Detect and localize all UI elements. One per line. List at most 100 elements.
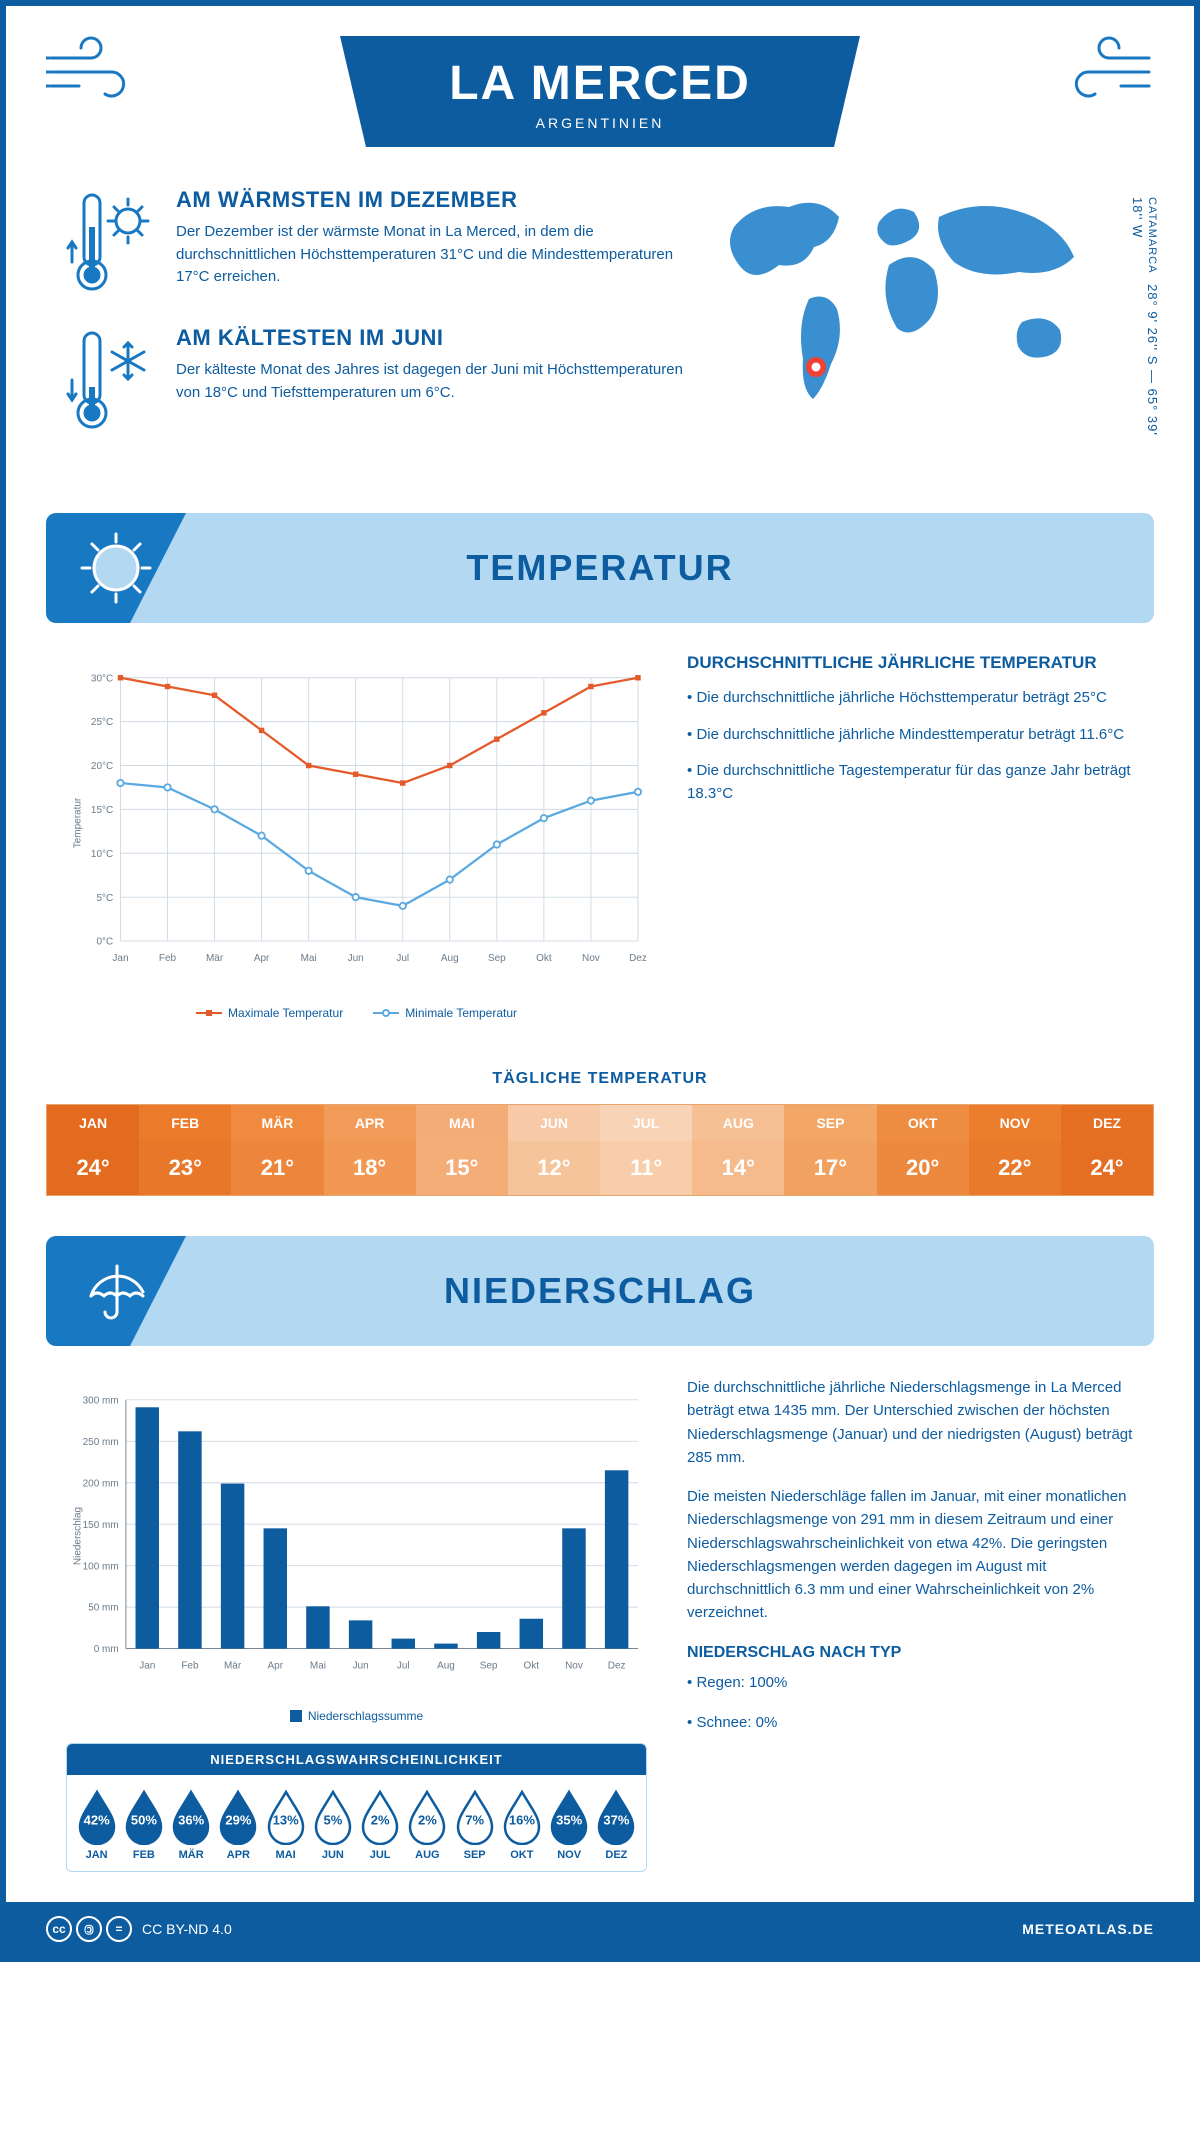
precip-row: 0 mm50 mm100 mm150 mm200 mm250 mm300 mmN… [6, 1376, 1194, 1902]
section-title-precip: NIEDERSCHLAG [186, 1270, 1154, 1312]
svg-text:Nov: Nov [582, 953, 600, 964]
svg-text:Jan: Jan [112, 953, 128, 964]
temperature-info: DURCHSCHNITTLICHE JÄHRLICHE TEMPERATUR •… [687, 653, 1134, 1020]
svg-text:Mär: Mär [224, 1661, 242, 1672]
svg-text:Dez: Dez [608, 1661, 626, 1672]
svg-text:150 mm: 150 mm [83, 1520, 119, 1531]
probability-title: NIEDERSCHLAGSWAHRSCHEINLICHKEIT [67, 1744, 646, 1775]
temp-col: SEP17° [784, 1105, 876, 1195]
temp-col: MÄR21° [231, 1105, 323, 1195]
coord-lat: 28° 9' 26'' S [1145, 284, 1160, 365]
page-subtitle: ARGENTINIEN [420, 115, 780, 131]
svg-text:100 mm: 100 mm [83, 1561, 119, 1572]
license-text: CC BY-ND 4.0 [142, 1921, 232, 1937]
svg-text:Feb: Feb [181, 1661, 199, 1672]
daily-temp-table: JAN24°FEB23°MÄR21°APR18°MAI15°JUN12°JUL1… [46, 1104, 1154, 1196]
raindrop-icon: 13% [263, 1789, 309, 1845]
temp-col: JUL11° [600, 1105, 692, 1195]
sun-icon [46, 513, 186, 623]
svg-text:Okt: Okt [524, 1661, 540, 1672]
drop-col: 16% OKT [498, 1789, 545, 1861]
svg-text:Aug: Aug [441, 953, 459, 964]
temp-bullet-2: • Die durchschnittliche Tagestemperatur … [687, 760, 1134, 805]
drop-col: 13% MAI [262, 1789, 309, 1861]
temp-col: DEZ24° [1061, 1105, 1153, 1195]
svg-text:15°C: 15°C [91, 805, 113, 816]
map-column: CATAMARCA 28° 9' 26'' S — 65° 39' 18'' W [714, 187, 1134, 463]
svg-text:Sep: Sep [488, 953, 506, 964]
svg-text:Aug: Aug [437, 1661, 455, 1672]
raindrop-icon: 36% [168, 1789, 214, 1845]
svg-text:Dez: Dez [629, 953, 647, 964]
svg-text:Mai: Mai [301, 953, 317, 964]
raindrop-icon: 7% [452, 1789, 498, 1845]
legend-max: Maximale Temperatur [196, 1006, 343, 1020]
raindrop-icon: 50% [121, 1789, 167, 1845]
daily-temp-title: TÄGLICHE TEMPERATUR [6, 1070, 1194, 1088]
temperature-chart: 0°C5°C10°C15°C20°C25°C30°CJanFebMärAprMa… [66, 653, 647, 1020]
drop-col: 2% AUG [404, 1789, 451, 1861]
svg-text:0°C: 0°C [96, 937, 113, 948]
svg-text:Mär: Mär [206, 953, 224, 964]
svg-text:Nov: Nov [565, 1661, 583, 1672]
temp-col: JUN12° [508, 1105, 600, 1195]
fact-cold-title: AM KÄLTESTEN IM JUNI [176, 325, 684, 351]
drop-col: 36% MÄR [168, 1789, 215, 1861]
temp-bullet-0: • Die durchschnittliche jährliche Höchst… [687, 687, 1134, 710]
temp-info-title: DURCHSCHNITTLICHE JÄHRLICHE TEMPERATUR [687, 653, 1134, 673]
svg-text:300 mm: 300 mm [83, 1395, 119, 1406]
fact-warm-text: Der Dezember ist der wärmste Monat in La… [176, 221, 684, 289]
svg-text:Apr: Apr [254, 953, 270, 964]
temp-col: AUG14° [692, 1105, 784, 1195]
precip-type-title: NIEDERSCHLAG NACH TYP [687, 1641, 1134, 1666]
drop-col: 5% JUN [309, 1789, 356, 1861]
svg-text:Jun: Jun [348, 953, 364, 964]
raindrop-icon: 5% [310, 1789, 356, 1845]
wind-icon-right [1054, 36, 1154, 106]
wind-icon-left [46, 36, 146, 106]
svg-text:10°C: 10°C [91, 849, 113, 860]
drop-col: 37% DEZ [593, 1789, 640, 1861]
raindrop-icon: 42% [74, 1789, 120, 1845]
region-name: CATAMARCA [1146, 197, 1158, 273]
temperature-row: 0°C5°C10°C15°C20°C25°C30°CJanFebMärAprMa… [6, 653, 1194, 1050]
precip-text: Die durchschnittliche jährliche Niedersc… [687, 1376, 1134, 1872]
svg-text:Jan: Jan [139, 1661, 155, 1672]
header: LA MERCED ARGENTINIEN [6, 6, 1194, 187]
license: cc🄯= CC BY-ND 4.0 [46, 1916, 232, 1942]
footer: cc🄯= CC BY-ND 4.0 METEOATLAS.DE [6, 1902, 1194, 1956]
svg-text:30°C: 30°C [91, 673, 113, 684]
svg-text:25°C: 25°C [91, 717, 113, 728]
probability-drops: 42% JAN 50% FEB 36% MÄR 29% APR 13% MAI … [67, 1775, 646, 1871]
svg-text:20°C: 20°C [91, 761, 113, 772]
site-name: METEOATLAS.DE [1022, 1921, 1154, 1937]
precip-type-1: • Schnee: 0% [687, 1711, 1134, 1734]
bar-legend: Niederschlagssumme [66, 1709, 647, 1723]
temp-col: APR18° [324, 1105, 416, 1195]
thermometer-hot-icon [66, 187, 156, 297]
drop-col: 42% JAN [73, 1789, 120, 1861]
probability-box: NIEDERSCHLAGSWAHRSCHEINLICHKEIT 42% JAN … [66, 1743, 647, 1872]
svg-text:Jul: Jul [396, 953, 409, 964]
drop-col: 7% SEP [451, 1789, 498, 1861]
svg-text:5°C: 5°C [96, 893, 113, 904]
coordinates: CATAMARCA 28° 9' 26'' S — 65° 39' 18'' W [1130, 197, 1160, 463]
svg-text:Jul: Jul [397, 1661, 410, 1672]
drop-col: 35% NOV [546, 1789, 593, 1861]
svg-text:200 mm: 200 mm [83, 1478, 119, 1489]
svg-text:Okt: Okt [536, 953, 552, 964]
temp-bullet-1: • Die durchschnittliche jährliche Mindes… [687, 724, 1134, 747]
umbrella-icon [46, 1236, 186, 1346]
temp-col: MAI15° [416, 1105, 508, 1195]
svg-text:Jun: Jun [353, 1661, 369, 1672]
section-banner-temperature: TEMPERATUR [46, 513, 1154, 623]
svg-text:Sep: Sep [480, 1661, 498, 1672]
legend-min: Minimale Temperatur [373, 1006, 517, 1020]
svg-text:0 mm: 0 mm [94, 1644, 119, 1655]
temp-col: NOV22° [969, 1105, 1061, 1195]
temp-col: OKT20° [877, 1105, 969, 1195]
raindrop-icon: 16% [499, 1789, 545, 1845]
precip-bar-chart: 0 mm50 mm100 mm150 mm200 mm250 mm300 mmN… [66, 1376, 647, 1696]
facts-column: AM WÄRMSTEN IM DEZEMBER Der Dezember ist… [66, 187, 684, 463]
drop-col: 50% FEB [120, 1789, 167, 1861]
